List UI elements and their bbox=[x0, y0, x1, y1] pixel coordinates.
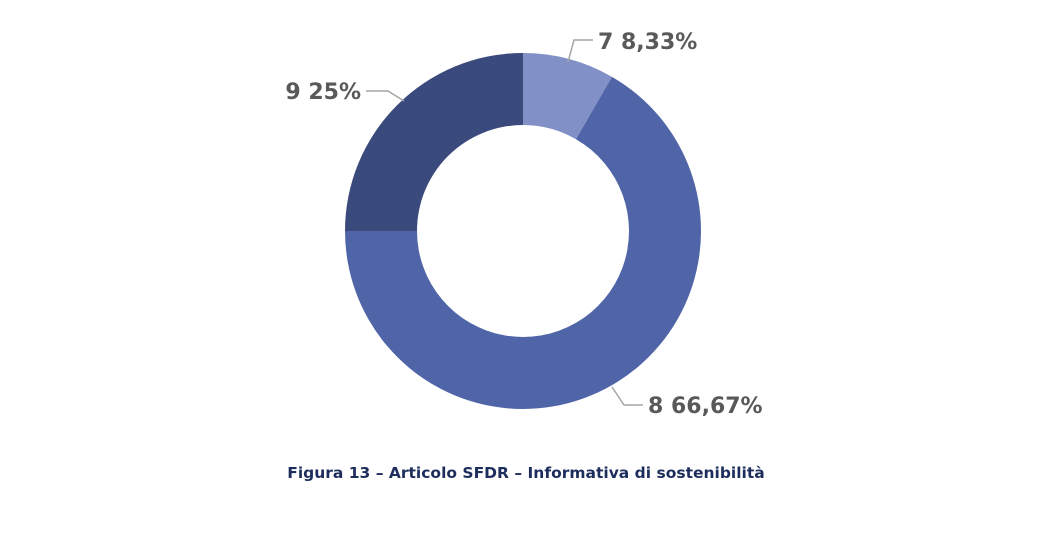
slice-label-9: 9 25% bbox=[285, 80, 361, 105]
slice-labels: 7 8,33% 8 66,67% 9 25% bbox=[285, 30, 762, 419]
slice-label-8: 8 66,67% bbox=[648, 394, 763, 419]
leader-line-8 bbox=[611, 386, 643, 406]
donut-slices bbox=[345, 53, 701, 409]
slice-label-7: 7 8,33% bbox=[598, 30, 697, 55]
donut-slice-7 bbox=[523, 53, 612, 140]
donut-chart: 7 8,33% 8 66,67% 9 25% bbox=[285, 30, 762, 419]
leader-line-9 bbox=[366, 90, 405, 102]
leader-line-7 bbox=[567, 39, 593, 63]
figure-caption: Figura 13 – Articolo SFDR – Informativa … bbox=[287, 464, 765, 482]
donut-slice-8 bbox=[345, 76, 701, 409]
donut-slice-9 bbox=[345, 53, 523, 231]
